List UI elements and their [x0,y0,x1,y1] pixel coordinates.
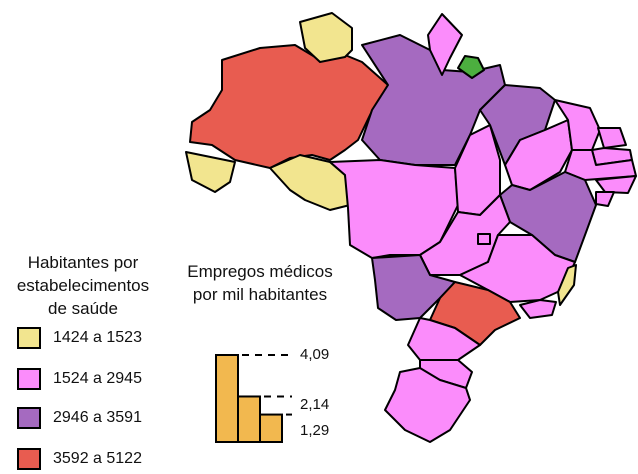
legend-title-line-2: estabelecimentos [16,276,150,295]
legend-swatch-3 [17,407,41,429]
legend-swatch-1 [17,327,41,349]
state-distrito-federal [477,233,491,245]
bar-2 [237,395,261,443]
states-layer [185,12,637,443]
state-rio-de-janeiro [519,299,557,319]
legend-label-4: 3592 a 5122 [53,450,142,467]
state-espirito-santo [557,264,577,306]
state-amapa [427,13,463,76]
legend-title-line-3: de saúde [48,299,118,318]
legend-label-1: 1424 a 1523 [53,329,142,346]
state-amazonas [189,44,389,169]
bar-3 [259,413,283,444]
legend-label-2: 1524 a 2945 [53,370,142,387]
legend-swatch-2 [17,368,41,390]
legend-swatch-4 [17,448,41,470]
bar-value-label-3: 1,29 [300,422,330,439]
legend-title: Habitantes por estabelecimentos de saúde [8,251,158,320]
state-sergipe [595,191,615,207]
state-rio-grande-do-sul [384,367,471,443]
legend-label-3: 2946 a 3591 [53,409,142,426]
state-marajo [457,55,485,79]
bar-legend-title-line-2: por mil habitantes [192,285,328,304]
state-acre [185,151,236,193]
state-rio-grande-do-norte [597,127,627,149]
bar-legend [215,354,292,444]
bar-value-label-1: 4,09 [300,346,330,363]
legend-item-4: 3592 a 5122 [17,446,142,472]
state-mato-grosso-do-sul [371,254,456,321]
bar-1 [215,354,239,443]
state-parana [407,317,481,361]
state-roraima [299,12,353,63]
legend-item-3: 2946 a 3591 [17,405,142,431]
state-alagoas [595,175,637,194]
legend-title-line-1: Habitantes por [27,253,139,272]
legend-item-2: 1524 a 2945 [17,366,142,392]
bar-legend-title: Empregos médicos por mil habitantes [176,260,344,306]
legend-item-1: 1424 a 1523 [17,325,142,351]
bar-legend-title-line-1: Empregos médicos [187,262,333,281]
bar-value-label-2: 2,14 [300,396,330,413]
